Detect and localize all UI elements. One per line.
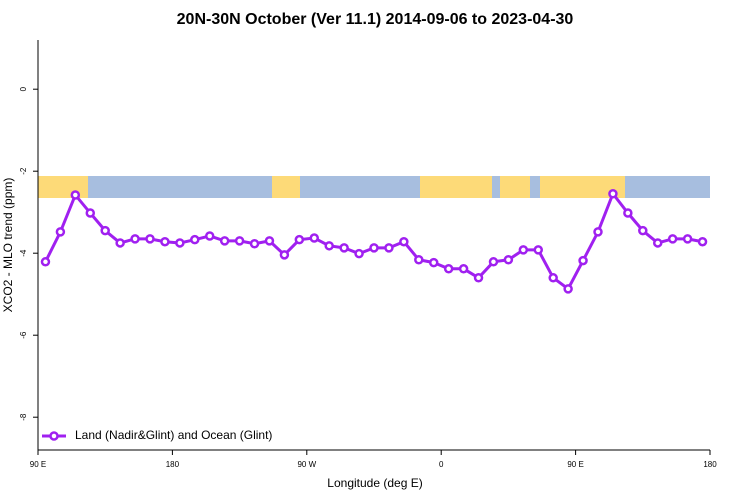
data-point: [339, 243, 349, 253]
data-point: [638, 225, 648, 236]
data-point: [488, 257, 499, 267]
x-tick-label: 180: [166, 460, 180, 469]
data-point: [40, 257, 51, 267]
data-point: [219, 236, 230, 246]
data-point: [279, 250, 290, 260]
map-land: [540, 176, 625, 198]
data-point: [503, 255, 514, 265]
data-point: [294, 234, 305, 245]
y-tick-label: -6: [19, 331, 28, 339]
data-point: [578, 255, 588, 266]
x-axis-label: Longitude (deg E): [327, 476, 422, 490]
data-point: [667, 234, 678, 244]
data-point: [563, 284, 573, 294]
map-land: [500, 176, 530, 198]
data-point: [354, 248, 364, 259]
map-land: [272, 176, 300, 198]
data-point: [249, 239, 260, 249]
data-point: [160, 236, 170, 247]
map-land: [38, 176, 88, 198]
data-point: [384, 243, 394, 253]
y-tick-label: -8: [19, 413, 28, 421]
data-point: [458, 264, 469, 274]
data-point: [533, 245, 544, 255]
data-point: [324, 241, 334, 251]
data-point: [145, 234, 155, 244]
data-point: [518, 245, 529, 255]
data-point: [100, 225, 110, 236]
chart-title: 20N-30N October (Ver 11.1) 2014-09-06 to…: [177, 11, 574, 28]
data-point: [414, 255, 424, 265]
data-point: [443, 264, 454, 274]
data-point: [55, 227, 66, 237]
data-point: [399, 236, 409, 247]
data-point: [309, 233, 320, 243]
series-line: [44, 190, 703, 292]
data-point: [608, 189, 618, 199]
data-point: [593, 227, 603, 237]
x-tick-label: 180: [703, 460, 717, 469]
data-point: [70, 190, 81, 200]
data-point: [369, 243, 379, 253]
data-point: [85, 208, 96, 218]
x-tick-label: 0: [439, 460, 444, 469]
map-land: [420, 176, 492, 198]
y-tick-label: -2: [19, 167, 28, 175]
legend-label: Land (Nadir&Glint) and Ocean (Glint): [75, 428, 272, 442]
data-point: [204, 231, 215, 241]
data-point: [697, 236, 708, 247]
x-tick-label: 90 E: [30, 460, 46, 469]
data-point: [623, 208, 633, 218]
data-point: [428, 257, 439, 268]
data-point: [175, 238, 185, 248]
data-point: [190, 234, 200, 245]
data-point: [234, 236, 245, 246]
data-point: [682, 234, 693, 244]
legend-marker: [49, 431, 59, 441]
map-strip: [38, 176, 710, 198]
data-point: [115, 238, 125, 248]
y-axis-label: XCO2 - MLO trend (ppm): [1, 178, 15, 313]
data-point: [652, 238, 663, 248]
data-point: [130, 234, 140, 244]
data-point: [264, 236, 275, 246]
data-point: [548, 273, 558, 283]
y-tick-label: -4: [19, 249, 28, 257]
data-point: [473, 273, 484, 283]
y-tick-label: 0: [19, 86, 28, 91]
x-tick-label: 90 E: [567, 460, 583, 469]
x-tick-label: 90 W: [297, 460, 316, 469]
